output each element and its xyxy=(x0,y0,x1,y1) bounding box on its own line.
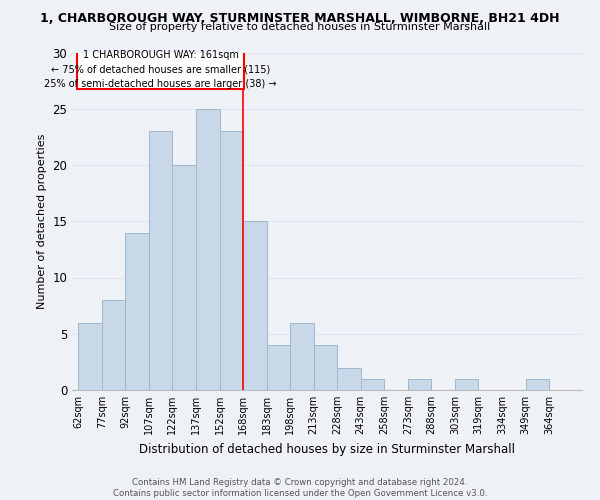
Text: 1 CHARBOROUGH WAY: 161sqm
← 75% of detached houses are smaller (115)
25% of semi: 1 CHARBOROUGH WAY: 161sqm ← 75% of detac… xyxy=(44,50,277,89)
Bar xyxy=(266,345,290,390)
Bar xyxy=(220,131,243,390)
Bar xyxy=(125,232,149,390)
Bar xyxy=(172,165,196,390)
X-axis label: Distribution of detached houses by size in Sturminster Marshall: Distribution of detached houses by size … xyxy=(139,442,515,456)
Bar xyxy=(196,109,220,390)
Bar xyxy=(455,379,478,390)
Text: Size of property relative to detached houses in Sturminster Marshall: Size of property relative to detached ho… xyxy=(109,22,491,32)
Bar xyxy=(243,221,266,390)
Text: Contains HM Land Registry data © Crown copyright and database right 2024.
Contai: Contains HM Land Registry data © Crown c… xyxy=(113,478,487,498)
Bar xyxy=(290,322,314,390)
Bar xyxy=(78,322,102,390)
Bar xyxy=(337,368,361,390)
Bar xyxy=(149,131,172,390)
Y-axis label: Number of detached properties: Number of detached properties xyxy=(37,134,47,309)
Text: 1, CHARBOROUGH WAY, STURMINSTER MARSHALL, WIMBORNE, BH21 4DH: 1, CHARBOROUGH WAY, STURMINSTER MARSHALL… xyxy=(40,12,560,26)
Bar xyxy=(314,345,337,390)
Bar xyxy=(361,379,384,390)
Bar xyxy=(102,300,125,390)
Bar xyxy=(526,379,549,390)
Bar xyxy=(408,379,431,390)
FancyBboxPatch shape xyxy=(77,50,244,88)
